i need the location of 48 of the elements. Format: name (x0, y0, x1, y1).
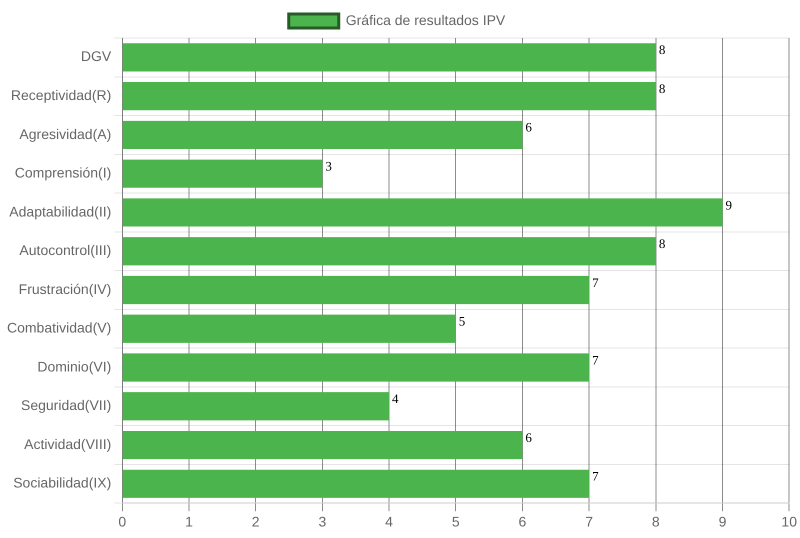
bar (122, 160, 322, 188)
data-label: 6 (525, 120, 532, 135)
x-tick-label: 6 (518, 513, 527, 530)
y-tick-label: Frustración(IV) (18, 280, 112, 297)
bar (122, 120, 522, 150)
data-label: 8 (658, 42, 666, 58)
x-tick-label: 0 (118, 513, 126, 530)
x-tick-label: 9 (718, 513, 727, 530)
x-tick-label: 3 (318, 513, 326, 530)
x-tick-label: 4 (385, 513, 394, 530)
x-tick-label: 2 (252, 513, 260, 530)
bar (122, 314, 456, 343)
y-tick-label: Sociabilidad(IX) (13, 474, 112, 491)
data-label: 3 (325, 158, 332, 174)
bar (122, 470, 590, 498)
data-label: 4 (392, 391, 400, 406)
bar (122, 276, 590, 304)
y-tick-label: Adaptabilidad(II) (9, 203, 112, 220)
x-tick-label: 7 (585, 513, 594, 530)
bar (122, 353, 590, 382)
data-label: 8 (658, 80, 666, 96)
y-tick-label: Autocontrol(III) (19, 242, 112, 258)
y-tick-label: Receptividad(R) (10, 87, 112, 104)
bar (122, 43, 656, 72)
y-tick-label: DGV (80, 48, 112, 64)
bar (122, 82, 656, 110)
data-label: 7 (592, 274, 600, 290)
bar (122, 392, 390, 420)
x-tick-label: 1 (185, 513, 194, 530)
data-label: 8 (658, 236, 666, 252)
data-label: 5 (458, 314, 466, 329)
legend-label: Gráfica de resultados IPV (346, 12, 506, 28)
y-tick-label: Comprensión(I) (14, 164, 112, 181)
data-label: 9 (726, 197, 732, 212)
bar (122, 237, 656, 266)
bar (122, 198, 723, 227)
y-tick-label: Dominio(VI) (37, 358, 112, 374)
y-tick-label: Actividad(VIII) (24, 436, 112, 452)
y-tick-label: Seguridad(VII) (20, 397, 112, 414)
data-label: 6 (525, 430, 532, 445)
y-tick-label: Agresividad(A) (19, 126, 112, 142)
data-label: 7 (592, 468, 600, 484)
x-tick-label: 8 (652, 513, 660, 530)
bar (122, 430, 522, 460)
x-tick-label: 5 (452, 513, 460, 530)
y-tick-label: Combatividad(V) (6, 320, 112, 336)
x-tick-label: 10 (781, 513, 798, 530)
data-label: 7 (592, 352, 600, 368)
